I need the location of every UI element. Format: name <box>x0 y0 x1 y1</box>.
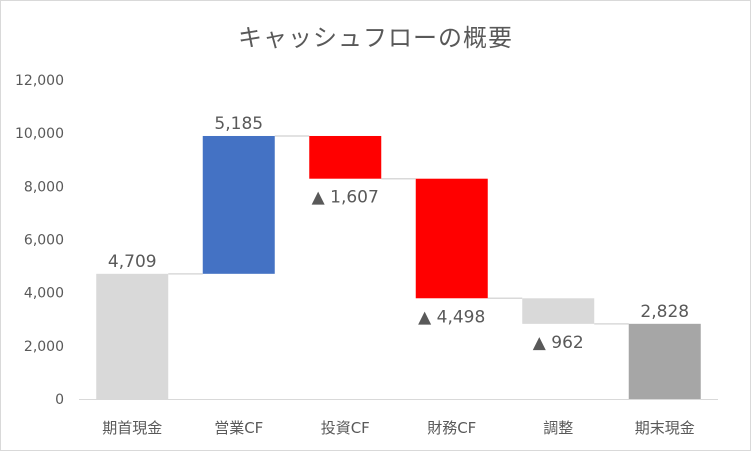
data-label: 4,709 <box>108 252 157 272</box>
data-label: 5,185 <box>214 114 263 134</box>
bar <box>96 273 169 399</box>
chart-title: キャッシュフローの概要 <box>238 24 513 52</box>
data-label: 2,828 <box>640 302 689 322</box>
x-category-label: 営業CF <box>214 419 263 437</box>
y-tick-label: 12,000 <box>15 73 64 89</box>
data-label: ▲ 1,607 <box>312 188 379 208</box>
bar <box>202 135 275 274</box>
y-tick-label: 6,000 <box>24 233 64 249</box>
data-label: ▲ 962 <box>533 333 584 353</box>
bar <box>522 298 595 324</box>
bar <box>628 323 701 399</box>
x-category-label: 財務CF <box>427 419 476 437</box>
y-tick-label: 0 <box>55 392 64 408</box>
data-label: ▲ 4,498 <box>418 307 485 327</box>
x-category-label: 投資CF <box>321 419 370 437</box>
x-category-label: 期首現金 <box>102 419 162 437</box>
y-tick-label: 10,000 <box>15 126 64 142</box>
bar <box>309 135 382 179</box>
y-tick-label: 8,000 <box>24 179 64 195</box>
bar <box>415 178 488 299</box>
x-category-label: 調整 <box>543 419 573 437</box>
x-category-label: 期末現金 <box>635 419 695 437</box>
y-tick-label: 2,000 <box>24 339 64 355</box>
y-tick-label: 4,000 <box>24 286 64 302</box>
